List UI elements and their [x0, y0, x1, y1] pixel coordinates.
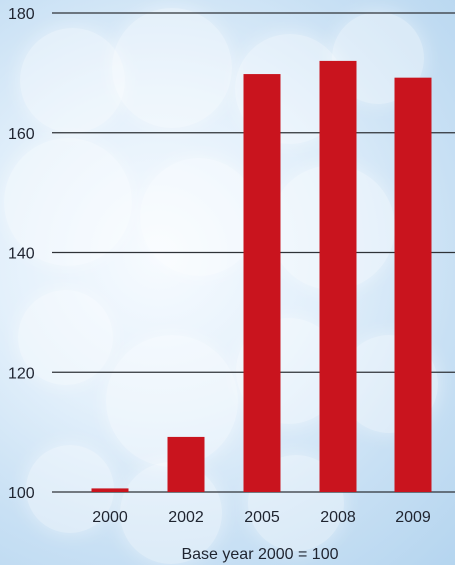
y-tick-label-160: 160	[8, 126, 35, 143]
bar-2002	[167, 436, 205, 492]
bar-2008	[319, 60, 357, 493]
y-tick-label-120: 120	[8, 365, 35, 382]
x-category-label-2009: 2009	[395, 509, 431, 526]
bar-2009	[394, 77, 432, 492]
x-category-label-2002: 2002	[168, 509, 204, 526]
x-category-label-2008: 2008	[320, 509, 356, 526]
y-tick-label-100: 100	[8, 485, 35, 502]
x-axis-caption: Base year 2000 = 100	[181, 546, 338, 563]
bar-2000	[91, 488, 129, 492]
x-category-label-2000: 2000	[92, 509, 128, 526]
bar-2005	[243, 74, 281, 492]
x-category-label-2005: 2005	[244, 509, 280, 526]
y-tick-label-140: 140	[8, 246, 35, 263]
y-tick-label-180: 180	[8, 6, 35, 23]
